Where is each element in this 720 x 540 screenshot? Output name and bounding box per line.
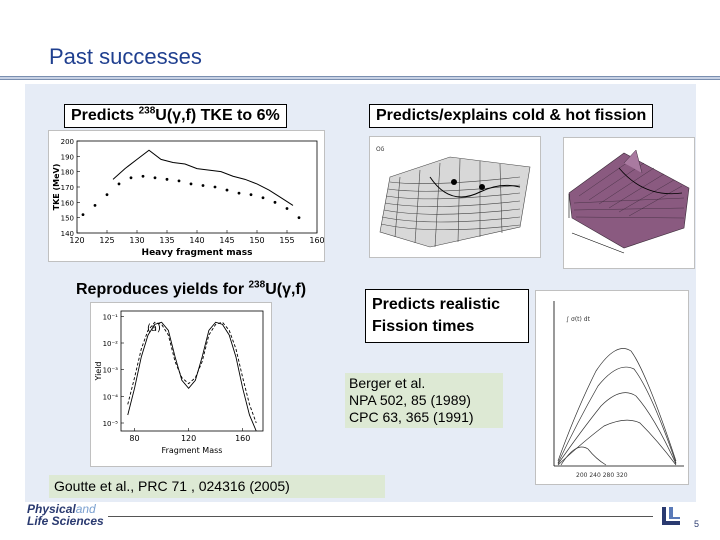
tke-xtick-label-5: 145 <box>219 236 234 245</box>
yield-ytick-label-0: 10⁻¹ <box>103 313 119 321</box>
title-divider <box>0 76 720 82</box>
yield-xtick-label-1: 120 <box>181 434 196 443</box>
tke-model-line <box>112 149 294 206</box>
tke-data-point <box>237 191 241 195</box>
yields-label-pre: Reproduces yields for <box>76 281 249 298</box>
tke-label-isotope: 238 <box>138 105 156 117</box>
yield-plot-frame <box>120 310 264 432</box>
institution-logo: Physicaland Life Sciences <box>27 503 104 527</box>
berger-line2: NPA 502, 85 (1989) <box>349 392 471 408</box>
fission-surface-svg <box>568 149 690 254</box>
realistic-label-line1: Predicts realistic <box>372 296 501 313</box>
tke-data-point <box>189 182 193 186</box>
tke-xlabel: Heavy fragment mass <box>142 248 253 258</box>
footer-divider <box>108 516 653 517</box>
realistic-label-line2: Fission times <box>372 318 475 335</box>
tke-data-point <box>165 177 169 181</box>
yield-chart-svg: 10⁻¹ 10⁻² 10⁻³ 10⁻⁴ 10⁻⁵ 80 120 160 Fragment Mas… <box>94 310 264 455</box>
tke-chart-svg: 140 150 160 170 180 190 200 120 125 130 135 140 145 1… <box>52 138 324 258</box>
yield-ytick-label-1: 10⁻² <box>103 340 119 348</box>
tke-chart: 140 150 160 170 180 190 200 120 125 130 135 140 145 1… <box>48 130 325 262</box>
cold-hot-label: Predicts/explains cold & hot fission <box>369 104 654 128</box>
tke-label-post: U(γ,f) TKE to 6% <box>155 107 280 124</box>
yield-annotation: (a) <box>147 323 161 334</box>
fission-time-svg: ∫ σ(t) dt 200 240 280 320 <box>553 301 684 479</box>
tke-ytick-label-6: 200 <box>61 138 74 146</box>
potential-surface-figure: Oδ <box>369 136 541 258</box>
tke-ytick-label-2: 160 <box>61 199 74 207</box>
tke-data-point <box>153 176 157 180</box>
tke-data-point <box>93 204 97 207</box>
tke-data-point <box>141 174 145 178</box>
yields-label-isotope: 238 <box>248 279 266 291</box>
tke-data-point <box>249 193 253 197</box>
logo-and: and <box>75 502 96 516</box>
svg-text:∫ σ(t) dt: ∫ σ(t) dt <box>566 316 591 323</box>
tke-data-point <box>129 176 133 180</box>
realistic-label: Predicts realistic Fission times <box>365 289 529 343</box>
yield-ytick-label-2: 10⁻³ <box>103 367 119 375</box>
tke-xtick-label-6: 150 <box>249 236 264 245</box>
berger-line1: Berger et al. <box>349 375 426 391</box>
berger-reference: Berger et al. NPA 502, 85 (1989) CPC 63,… <box>345 373 503 428</box>
slide-title: Past successes <box>49 44 202 69</box>
logo-line1: Physical <box>27 502 76 516</box>
tke-data-point <box>273 200 277 204</box>
tke-data-point <box>81 213 85 216</box>
tke-data-point <box>201 184 205 187</box>
tke-label: Predicts 238U(γ,f) TKE to 6% <box>64 104 287 128</box>
tke-data-point <box>213 185 217 189</box>
tke-label-pre: Predicts <box>71 107 139 124</box>
tke-data-point <box>285 207 289 210</box>
fission-time-figure: ∫ σ(t) dt 200 240 280 320 <box>535 290 689 485</box>
fission-surface-figure <box>563 137 695 269</box>
tke-xtick-label-4: 140 <box>189 236 204 245</box>
tke-xtick-label-3: 135 <box>159 236 174 245</box>
tke-ytick-label-1: 150 <box>61 215 74 223</box>
tke-ytick-label-3: 170 <box>61 184 74 192</box>
tke-data-point <box>117 182 121 186</box>
tke-data-point <box>225 188 229 192</box>
tke-data-point <box>261 196 265 200</box>
yield-xtick-label-2: 160 <box>235 434 250 443</box>
yield-ytick-label-3: 10⁻⁴ <box>103 393 119 401</box>
yields-label-post: U(γ,f) <box>265 281 307 298</box>
tke-ytick-label-4: 180 <box>61 169 74 177</box>
yield-xlabel: Fragment Mass <box>162 446 223 455</box>
tke-data-point <box>105 193 109 197</box>
svg-text:200 240 280 320: 200 240 280 320 <box>576 472 628 479</box>
tke-ytick-label-5: 190 <box>61 153 74 161</box>
berger-line3: CPC 63, 365 (1991) <box>349 409 474 425</box>
yield-series-dashed <box>127 321 257 424</box>
yield-series-solid <box>127 321 257 432</box>
tke-xtick-label-7: 155 <box>279 236 294 245</box>
yields-label: Reproduces yields for 238U(γ,f) <box>72 279 310 301</box>
tke-plot-frame <box>76 140 318 234</box>
tke-data-point <box>177 179 181 183</box>
tke-xtick-label-2: 130 <box>129 236 144 245</box>
yield-ylabel: Yield <box>94 361 103 381</box>
tke-ytick-label-0: 140 <box>61 230 74 238</box>
yield-chart: 10⁻¹ 10⁻² 10⁻³ 10⁻⁴ 10⁻⁵ 80 120 160 Fragment Mas… <box>90 302 272 467</box>
svg-text:Oδ: Oδ <box>376 146 385 153</box>
logo-line2: Life Sciences <box>27 514 104 528</box>
yield-ytick-label-4: 10⁻⁵ <box>103 420 119 428</box>
tke-xtick-label-1: 125 <box>99 236 114 245</box>
tke-xtick-label-8: 160 <box>309 236 324 245</box>
tke-xtick-label-0: 120 <box>69 236 84 245</box>
yield-xtick-label-0: 80 <box>129 434 139 443</box>
potential-surface-svg: Oδ <box>376 146 531 248</box>
tke-ylabel: TKE (MeV) <box>52 164 61 211</box>
llnl-logo-icon <box>660 505 684 527</box>
tke-data-point <box>297 216 301 220</box>
page-number: 5 <box>694 519 700 529</box>
goutte-reference: Goutte et al., PRC 71 , 024316 (2005) <box>49 475 385 498</box>
